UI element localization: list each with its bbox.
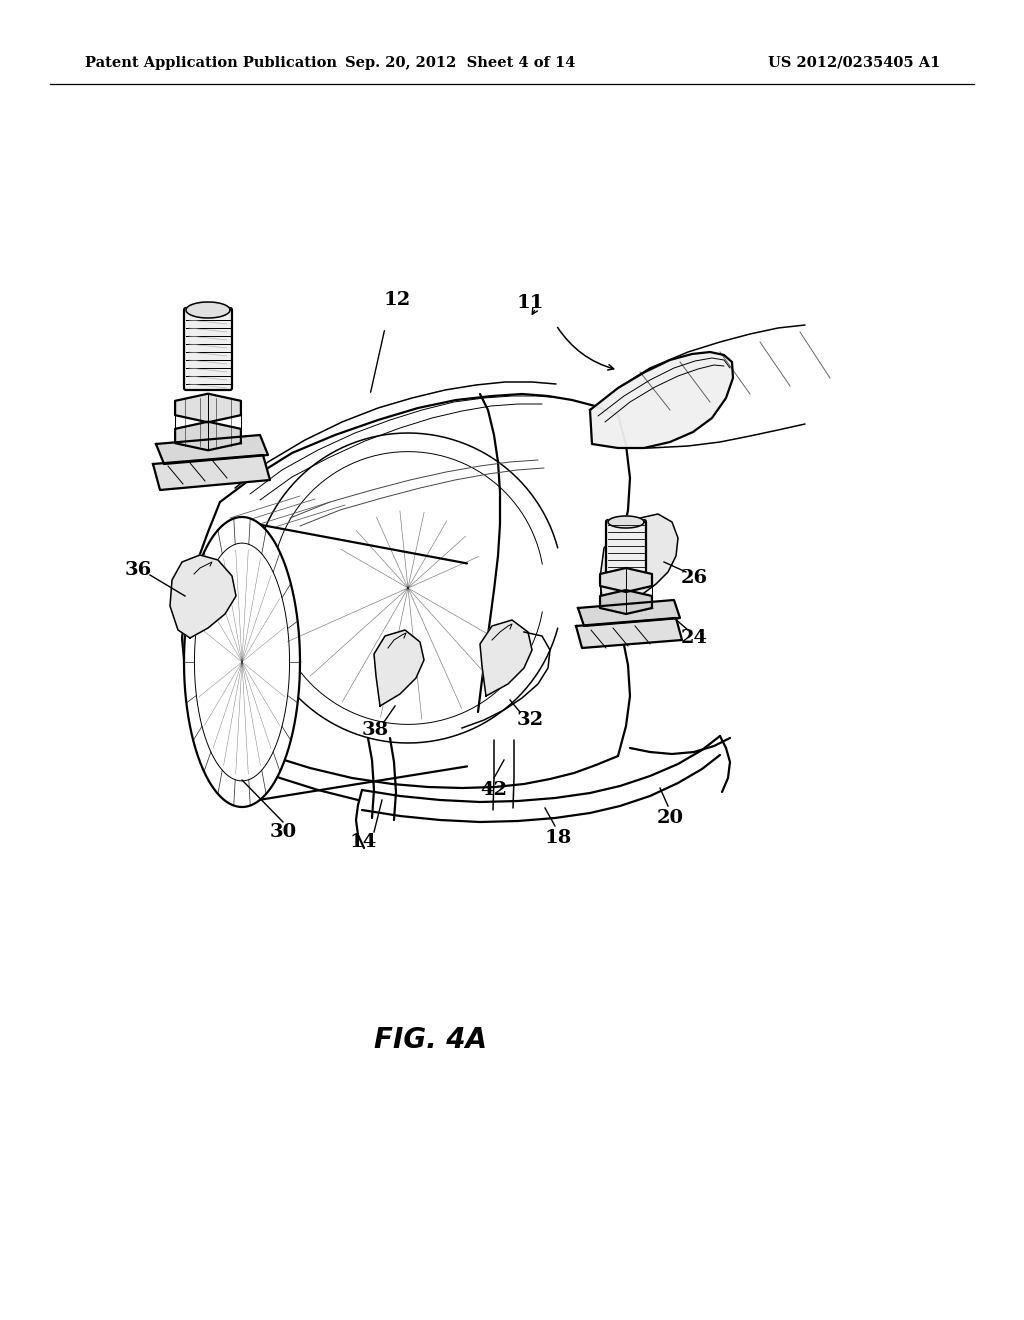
Polygon shape bbox=[184, 517, 300, 807]
Polygon shape bbox=[175, 421, 241, 450]
Text: 38: 38 bbox=[361, 721, 388, 739]
Text: 11: 11 bbox=[516, 294, 544, 312]
FancyBboxPatch shape bbox=[184, 308, 232, 389]
Text: FIG. 4A: FIG. 4A bbox=[374, 1026, 486, 1053]
Polygon shape bbox=[600, 568, 652, 591]
Text: 26: 26 bbox=[680, 569, 708, 587]
Polygon shape bbox=[156, 436, 268, 465]
Text: 36: 36 bbox=[124, 561, 152, 579]
Polygon shape bbox=[170, 554, 236, 638]
Text: Sep. 20, 2012  Sheet 4 of 14: Sep. 20, 2012 Sheet 4 of 14 bbox=[345, 55, 575, 70]
Text: 20: 20 bbox=[656, 809, 683, 828]
FancyBboxPatch shape bbox=[606, 520, 646, 582]
Text: US 2012/0235405 A1: US 2012/0235405 A1 bbox=[768, 55, 940, 70]
Text: 18: 18 bbox=[545, 829, 571, 847]
Polygon shape bbox=[600, 513, 678, 620]
Polygon shape bbox=[578, 601, 680, 626]
Polygon shape bbox=[175, 393, 241, 422]
Text: 12: 12 bbox=[383, 290, 411, 309]
Text: 32: 32 bbox=[516, 711, 544, 729]
Text: 14: 14 bbox=[349, 833, 377, 851]
Polygon shape bbox=[153, 455, 270, 490]
Polygon shape bbox=[575, 618, 682, 648]
Polygon shape bbox=[480, 620, 532, 696]
Text: 30: 30 bbox=[269, 822, 297, 841]
Text: 24: 24 bbox=[681, 630, 708, 647]
Polygon shape bbox=[590, 352, 733, 447]
Text: 42: 42 bbox=[480, 781, 508, 799]
Polygon shape bbox=[374, 630, 424, 706]
Text: Patent Application Publication: Patent Application Publication bbox=[85, 55, 337, 70]
Polygon shape bbox=[608, 516, 644, 528]
Polygon shape bbox=[600, 590, 652, 614]
Polygon shape bbox=[186, 302, 230, 318]
